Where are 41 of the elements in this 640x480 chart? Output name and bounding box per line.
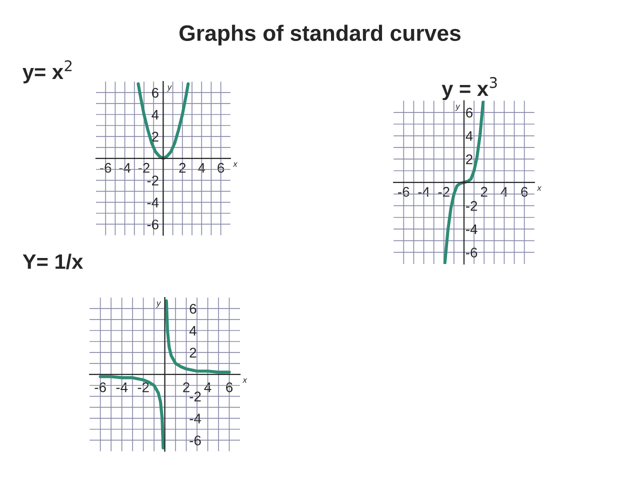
y-tick-label: -4: [147, 198, 159, 208]
chart-title: y = x$^{3}$: [442, 77, 497, 100]
y-tick-label: 4: [152, 110, 159, 120]
y-tick-label: 6: [466, 108, 473, 118]
y-tick-label: -4: [466, 224, 478, 234]
x-tick-label: -6: [398, 186, 410, 197]
y-tick-label: -2: [466, 201, 478, 211]
y-axis-title: y: [156, 302, 162, 308]
y-tick-label: 6: [190, 304, 196, 314]
x-tick-label: -6: [94, 382, 106, 392]
y-tick-label: 4: [189, 326, 196, 336]
x-tick-label: 6: [218, 162, 224, 173]
x-tick-label: 2: [480, 186, 488, 197]
y-axis-title: y: [455, 104, 460, 111]
x-axis-title: x: [242, 378, 248, 383]
x-tick-label: -2: [438, 186, 450, 197]
x-tick-label: 4: [204, 382, 212, 392]
y-tick-label: -4: [190, 414, 202, 424]
chart-title: Y= 1/x: [22, 254, 84, 270]
x-tick-label: -2: [138, 382, 149, 392]
y-tick-label: -2: [147, 176, 158, 186]
y-axis-title: y: [166, 86, 172, 92]
y-tick-label: -6: [466, 248, 478, 258]
y-tick-label: 4: [466, 131, 473, 141]
x-tick-label: 2: [179, 162, 186, 173]
text: Graphs of standard curves: [180, 24, 460, 46]
x-tick-label: 6: [521, 186, 528, 197]
line-series: [136, 82, 190, 160]
x-axis-title: x: [232, 162, 238, 167]
y-tick-label: -6: [147, 220, 158, 230]
y-tick-label: 2: [466, 154, 472, 164]
chart-title: y= x$^{2}$: [22, 60, 72, 84]
y-tick-label: -6: [190, 436, 201, 446]
line-series: [164, 299, 231, 374]
y-tick-label: -2: [190, 392, 201, 402]
y-tick-label: 6: [152, 88, 158, 98]
x-tick-label: 2: [183, 382, 190, 392]
x-axis-title: x: [536, 186, 542, 191]
y-tick-label: 2: [152, 132, 158, 142]
x-tick-label: 6: [226, 382, 233, 392]
y-tick-label: 2: [190, 348, 196, 358]
